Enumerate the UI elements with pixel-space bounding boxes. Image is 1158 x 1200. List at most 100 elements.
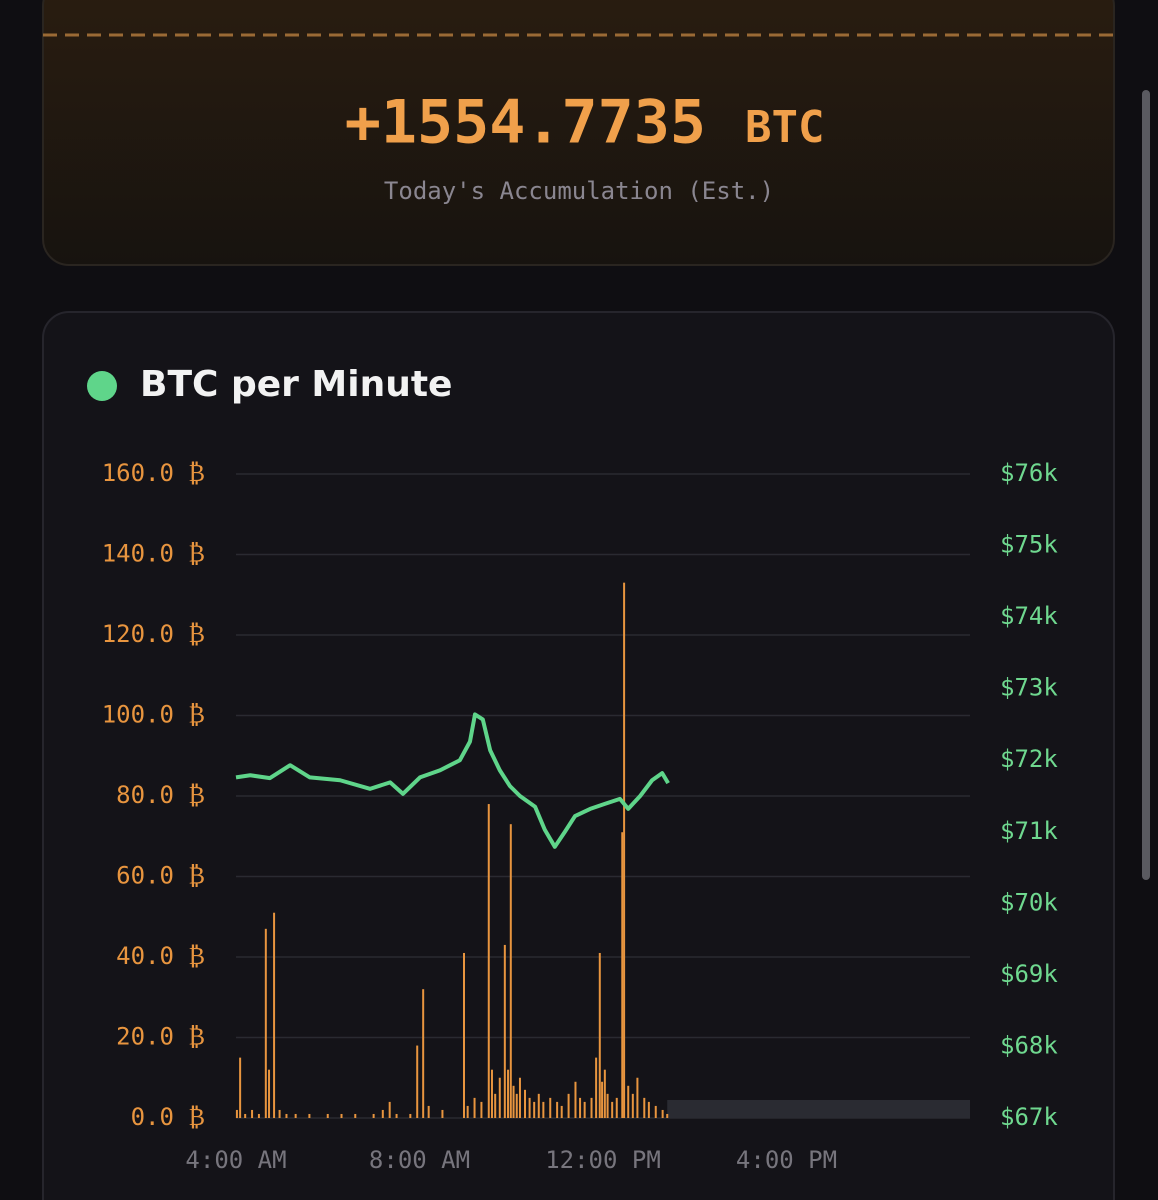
bar xyxy=(490,1069,493,1118)
bar xyxy=(416,1045,419,1118)
x-tick-label: 4:00 PM xyxy=(736,1146,837,1174)
bar xyxy=(574,1081,577,1118)
y-tick-label: 120.0 ₿ xyxy=(102,620,205,648)
bar xyxy=(560,1105,563,1118)
bar xyxy=(601,1081,604,1118)
bar xyxy=(606,1093,609,1118)
y2-tick-label: $68k xyxy=(1000,1031,1058,1059)
bar xyxy=(537,1093,540,1118)
bar xyxy=(627,1085,630,1118)
y-tick-label: 20.0 ₿ xyxy=(116,1023,205,1051)
y2-tick-label: $69k xyxy=(1000,960,1058,988)
bar xyxy=(466,1105,469,1118)
bar xyxy=(509,824,512,1118)
bar xyxy=(498,1077,501,1118)
bar xyxy=(533,1101,536,1118)
accumulation-label: Today's Accumulation (Est.) xyxy=(384,177,774,205)
y2-tick-label: $70k xyxy=(1000,888,1058,916)
y2-tick-label: $74k xyxy=(1000,602,1058,630)
y-tick-label: 160.0 ₿ xyxy=(102,459,205,487)
bar xyxy=(278,1109,281,1118)
y-tick-label: 0.0 ₿ xyxy=(131,1103,205,1131)
y2-tick-label: $75k xyxy=(1000,531,1058,559)
accumulation-unit: BTC xyxy=(745,102,824,153)
summary-card xyxy=(42,0,1115,266)
bar xyxy=(294,1113,297,1118)
bar xyxy=(579,1097,582,1118)
bar xyxy=(388,1101,391,1118)
y-tick-label: 80.0 ₿ xyxy=(116,781,205,809)
chart-title: BTC per Minute xyxy=(140,364,452,405)
bar xyxy=(235,1109,238,1118)
bar xyxy=(422,989,425,1118)
bar xyxy=(503,944,506,1118)
bar xyxy=(611,1101,614,1118)
y2-tick-label: $73k xyxy=(1000,674,1058,702)
bar xyxy=(494,1093,497,1118)
bar xyxy=(395,1113,398,1118)
x-tick-label: 12:00 PM xyxy=(545,1146,661,1174)
bar xyxy=(273,912,276,1118)
bar xyxy=(264,928,267,1118)
bar xyxy=(427,1105,430,1118)
bar xyxy=(595,1057,598,1118)
bar xyxy=(598,952,601,1118)
bar xyxy=(528,1097,531,1118)
chart-card xyxy=(42,311,1115,1200)
bar xyxy=(590,1097,593,1118)
bar xyxy=(285,1113,288,1118)
bar xyxy=(542,1101,545,1118)
bar xyxy=(603,1069,606,1118)
y2-tick-label: $67k xyxy=(1000,1103,1058,1131)
bar xyxy=(643,1097,646,1118)
bar xyxy=(556,1101,559,1118)
bar xyxy=(666,1113,669,1118)
bar xyxy=(239,1057,242,1118)
y2-tick-label: $71k xyxy=(1000,817,1058,845)
plot: 0.0 ₿ 20.0 ₿ 40.0 ₿ 60.0 ₿ 80.0 ₿ 100.0 ₿ 120.… xyxy=(102,459,1059,1174)
bar xyxy=(621,832,624,1118)
y2-tick-label: $76k xyxy=(1000,459,1058,487)
bar xyxy=(268,1069,271,1118)
bar xyxy=(507,1069,510,1118)
bar xyxy=(441,1109,444,1118)
bar xyxy=(462,952,465,1118)
bar xyxy=(567,1093,570,1118)
x-tick-label: 8:00 AM xyxy=(369,1146,470,1174)
bar xyxy=(354,1113,357,1118)
bar xyxy=(473,1097,476,1118)
y-tick-label: 60.0 ₿ xyxy=(116,862,205,890)
future-range xyxy=(667,1100,970,1118)
bar xyxy=(623,582,626,1118)
bar xyxy=(661,1109,664,1118)
bar xyxy=(340,1113,343,1118)
bar xyxy=(409,1113,412,1118)
bar xyxy=(326,1113,329,1118)
bar xyxy=(524,1089,527,1118)
price-line xyxy=(235,712,670,849)
bar xyxy=(515,1093,518,1118)
bar xyxy=(308,1113,311,1118)
bar xyxy=(615,1097,618,1118)
bar xyxy=(257,1113,260,1118)
bar xyxy=(636,1077,639,1118)
y-tick-label: 40.0 ₿ xyxy=(116,942,205,970)
bar xyxy=(480,1101,483,1118)
bar xyxy=(244,1113,247,1118)
bar xyxy=(381,1109,384,1118)
bar xyxy=(647,1101,650,1118)
bar xyxy=(631,1093,634,1118)
status-dot xyxy=(87,371,117,401)
scrollbar xyxy=(1142,90,1150,880)
bar xyxy=(549,1097,552,1118)
bar xyxy=(518,1077,521,1118)
bar xyxy=(512,1085,515,1118)
x-tick-label: 4:00 AM xyxy=(185,1146,286,1174)
bar xyxy=(487,804,490,1118)
y-tick-label: 100.0 ₿ xyxy=(102,701,205,729)
bar xyxy=(372,1113,375,1118)
y-tick-label: 140.0 ₿ xyxy=(102,540,205,568)
bar xyxy=(654,1105,657,1118)
